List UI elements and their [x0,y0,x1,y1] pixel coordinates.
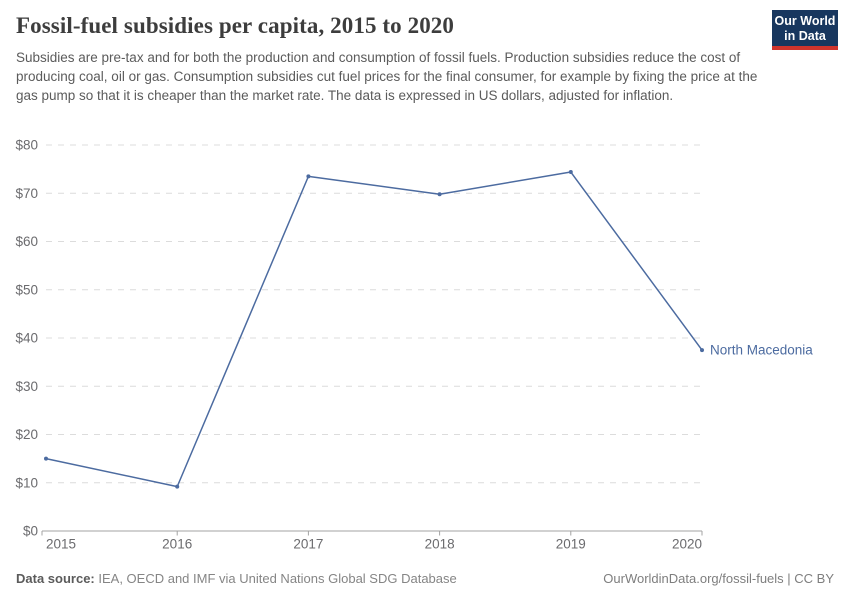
data-point [700,348,704,353]
y-axis-tick-label: $30 [15,379,38,394]
y-axis-tick-label: $80 [15,138,38,153]
data-point [568,170,573,175]
y-axis-tick-label: $40 [15,331,38,346]
data-point [44,456,48,461]
data-source-note: Data source: IEA, OECD and IMF via Unite… [16,571,457,586]
owid-logo-line2: in Data [784,29,826,43]
y-axis-tick-label: $20 [15,427,38,442]
series-line [45,171,703,488]
x-axis-tick-label: 2015 [46,537,76,552]
x-axis-tick-label: 2016 [162,537,192,552]
x-axis-tick-label: 2017 [293,537,323,552]
credit-link[interactable]: OurWorldinData.org/fossil-fuels | CC BY [603,571,834,586]
chart-title: Fossil-fuel subsidies per capita, 2015 t… [16,13,455,38]
x-axis-tick-label: 2020 [672,537,702,552]
y-axis-tick-label: $10 [15,475,38,490]
x-axis-tick-label: 2019 [556,537,586,552]
series-entity-label: North Macedonia [710,343,813,358]
chart-subtitle: Subsidies are pre-tax and for both the p… [16,49,758,103]
data-point [437,192,442,197]
y-axis-tick-label: $60 [15,234,38,249]
x-axis-tick-label: 2018 [425,537,455,552]
data-source-text: IEA, OECD and IMF via United Nations Glo… [94,571,457,586]
owid-logo-line1: Our World [774,14,836,28]
y-axis-tick-label: $50 [15,282,38,297]
chart-header: Fossil-fuel subsidies per capita, 2015 t… [16,12,761,105]
y-axis-tick-label: $0 [23,524,38,539]
owid-logo[interactable]: Our World in Data [772,10,838,50]
data-point [306,174,311,179]
chart-footer: Data source: IEA, OECD and IMF via Unite… [16,571,834,586]
y-axis-tick-label: $70 [15,186,38,201]
data-point [175,484,180,489]
data-source-label: Data source: [16,571,95,586]
